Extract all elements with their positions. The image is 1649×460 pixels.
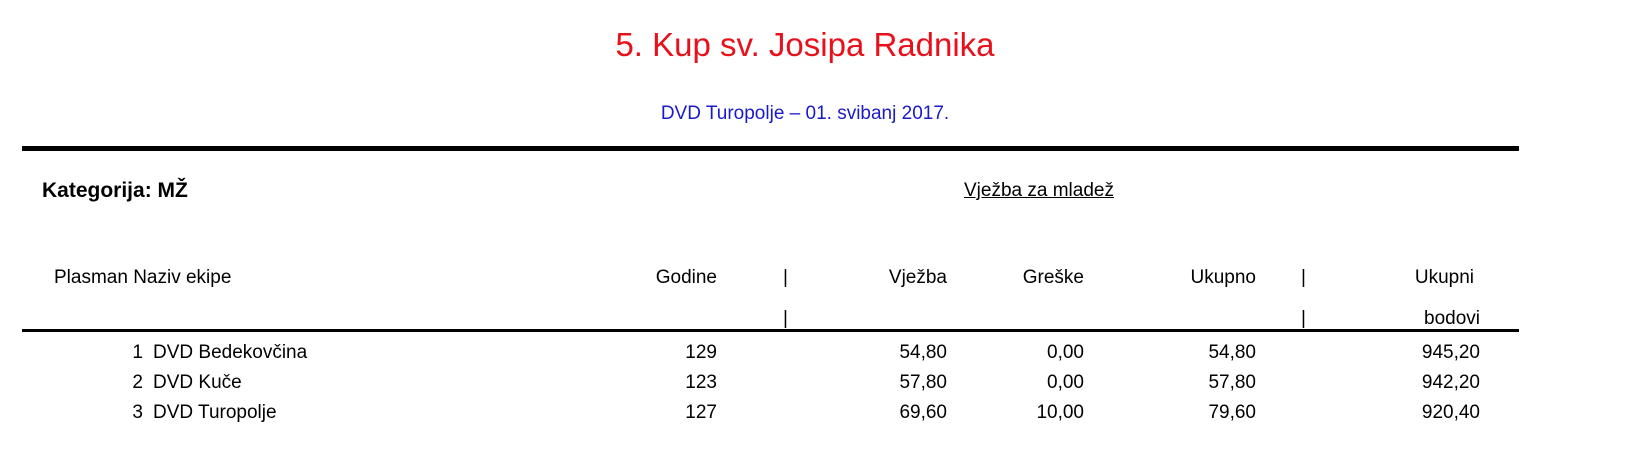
ukupno: 54,80 — [1208, 342, 1256, 363]
col-vjezba: Vježba — [888, 267, 947, 288]
col-ukupno: Ukupno — [1190, 267, 1257, 288]
col-separator: | — [783, 267, 788, 288]
bodovi: 942,20 — [1421, 372, 1480, 393]
godine: 129 — [685, 342, 717, 363]
discipline-label: Vježba za mladež — [964, 180, 1114, 201]
rank: 3 — [132, 402, 143, 423]
vjezba: 57,80 — [899, 372, 947, 393]
team-name: DVD Kuče — [153, 372, 242, 393]
header-divider — [22, 146, 1519, 151]
category-label: Kategorija: MŽ — [42, 179, 188, 202]
vjezba: 54,80 — [899, 342, 947, 363]
page-subtitle: DVD Turopolje – 01. svibanj 2017. — [660, 103, 950, 124]
page-title: 5. Kup sv. Josipa Radnika — [615, 26, 995, 63]
greske: 10,00 — [1036, 402, 1084, 423]
team-name: DVD Bedekovčina — [153, 342, 308, 363]
ukupno: 57,80 — [1208, 372, 1256, 393]
greske: 0,00 — [1047, 342, 1084, 363]
rank: 1 — [132, 342, 143, 363]
col-separator: | — [1301, 267, 1306, 288]
vjezba: 69,60 — [899, 402, 947, 423]
col-ukupni: Ukupni — [1414, 267, 1474, 288]
godine: 123 — [685, 372, 717, 393]
table-header-divider — [22, 329, 1519, 332]
col-separator: | — [1301, 308, 1306, 329]
col-separator: | — [783, 308, 788, 329]
col-plasman-naziv: Plasman Naziv ekipe — [54, 267, 232, 288]
col-bodovi: bodovi — [1424, 308, 1480, 329]
bodovi: 920,40 — [1421, 402, 1480, 423]
team-name: DVD Turopolje — [153, 402, 277, 423]
col-greske: Greške — [1022, 267, 1084, 288]
godine: 127 — [685, 402, 717, 423]
ukupno: 79,60 — [1208, 402, 1256, 423]
rank: 2 — [132, 372, 143, 393]
bodovi: 945,20 — [1421, 342, 1480, 363]
greske: 0,00 — [1047, 372, 1084, 393]
col-godine: Godine — [655, 267, 717, 288]
